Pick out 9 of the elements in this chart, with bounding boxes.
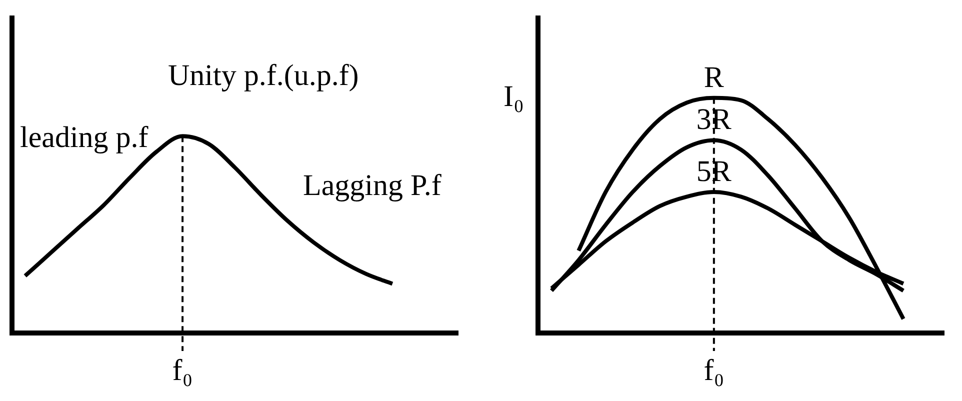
x-axis-title: f₀ [704,354,724,387]
annotation: Lagging P.f [303,168,442,204]
y-axis-title: I₀ [504,80,524,113]
series-label: R [704,60,724,94]
series-label: 5R [696,154,732,188]
text: Unity p.f.(u.p.f) [168,58,360,94]
series-label: 3R [696,103,732,136]
annotation: leading p.f [20,120,150,156]
x-axis-title: f₀ [172,354,193,387]
